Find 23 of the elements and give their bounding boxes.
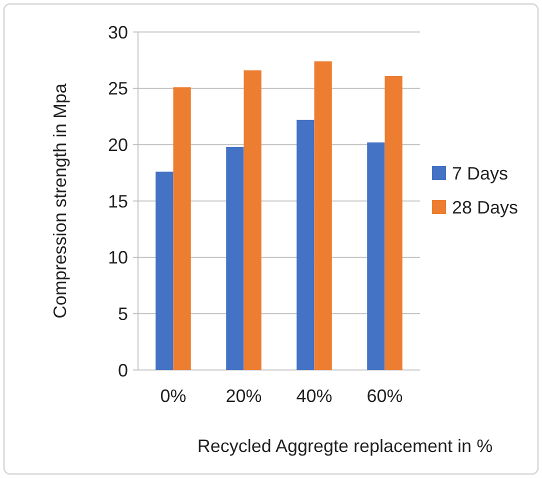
y-tick-label: 10	[108, 248, 128, 268]
legend-label: 28 Days	[452, 197, 518, 218]
x-tick-label: 20%	[226, 386, 262, 406]
x-tick-label: 60%	[366, 386, 403, 406]
x-axis-title: Recycled Aggregte replacement in %	[197, 436, 493, 456]
y-tick-label: 5	[118, 304, 128, 324]
bar	[173, 87, 191, 370]
y-tick-label: 20	[108, 134, 128, 155]
bar	[384, 76, 402, 370]
bar	[296, 120, 314, 370]
bar	[226, 146, 244, 370]
x-tick-label: 0%	[160, 386, 186, 406]
y-tick-label: 0	[118, 360, 128, 380]
y-tick-label: 25	[108, 78, 128, 99]
y-tick-label: 15	[108, 191, 128, 212]
y-axis-title: Compression strength in Mpa	[50, 82, 70, 319]
x-tick-label: 40%	[296, 386, 332, 406]
legend-label: 7 Days	[452, 163, 508, 184]
y-tick-label: 30	[108, 22, 128, 42]
bar	[367, 142, 385, 370]
bar	[156, 172, 174, 370]
bar	[244, 70, 262, 370]
bar	[314, 61, 332, 370]
